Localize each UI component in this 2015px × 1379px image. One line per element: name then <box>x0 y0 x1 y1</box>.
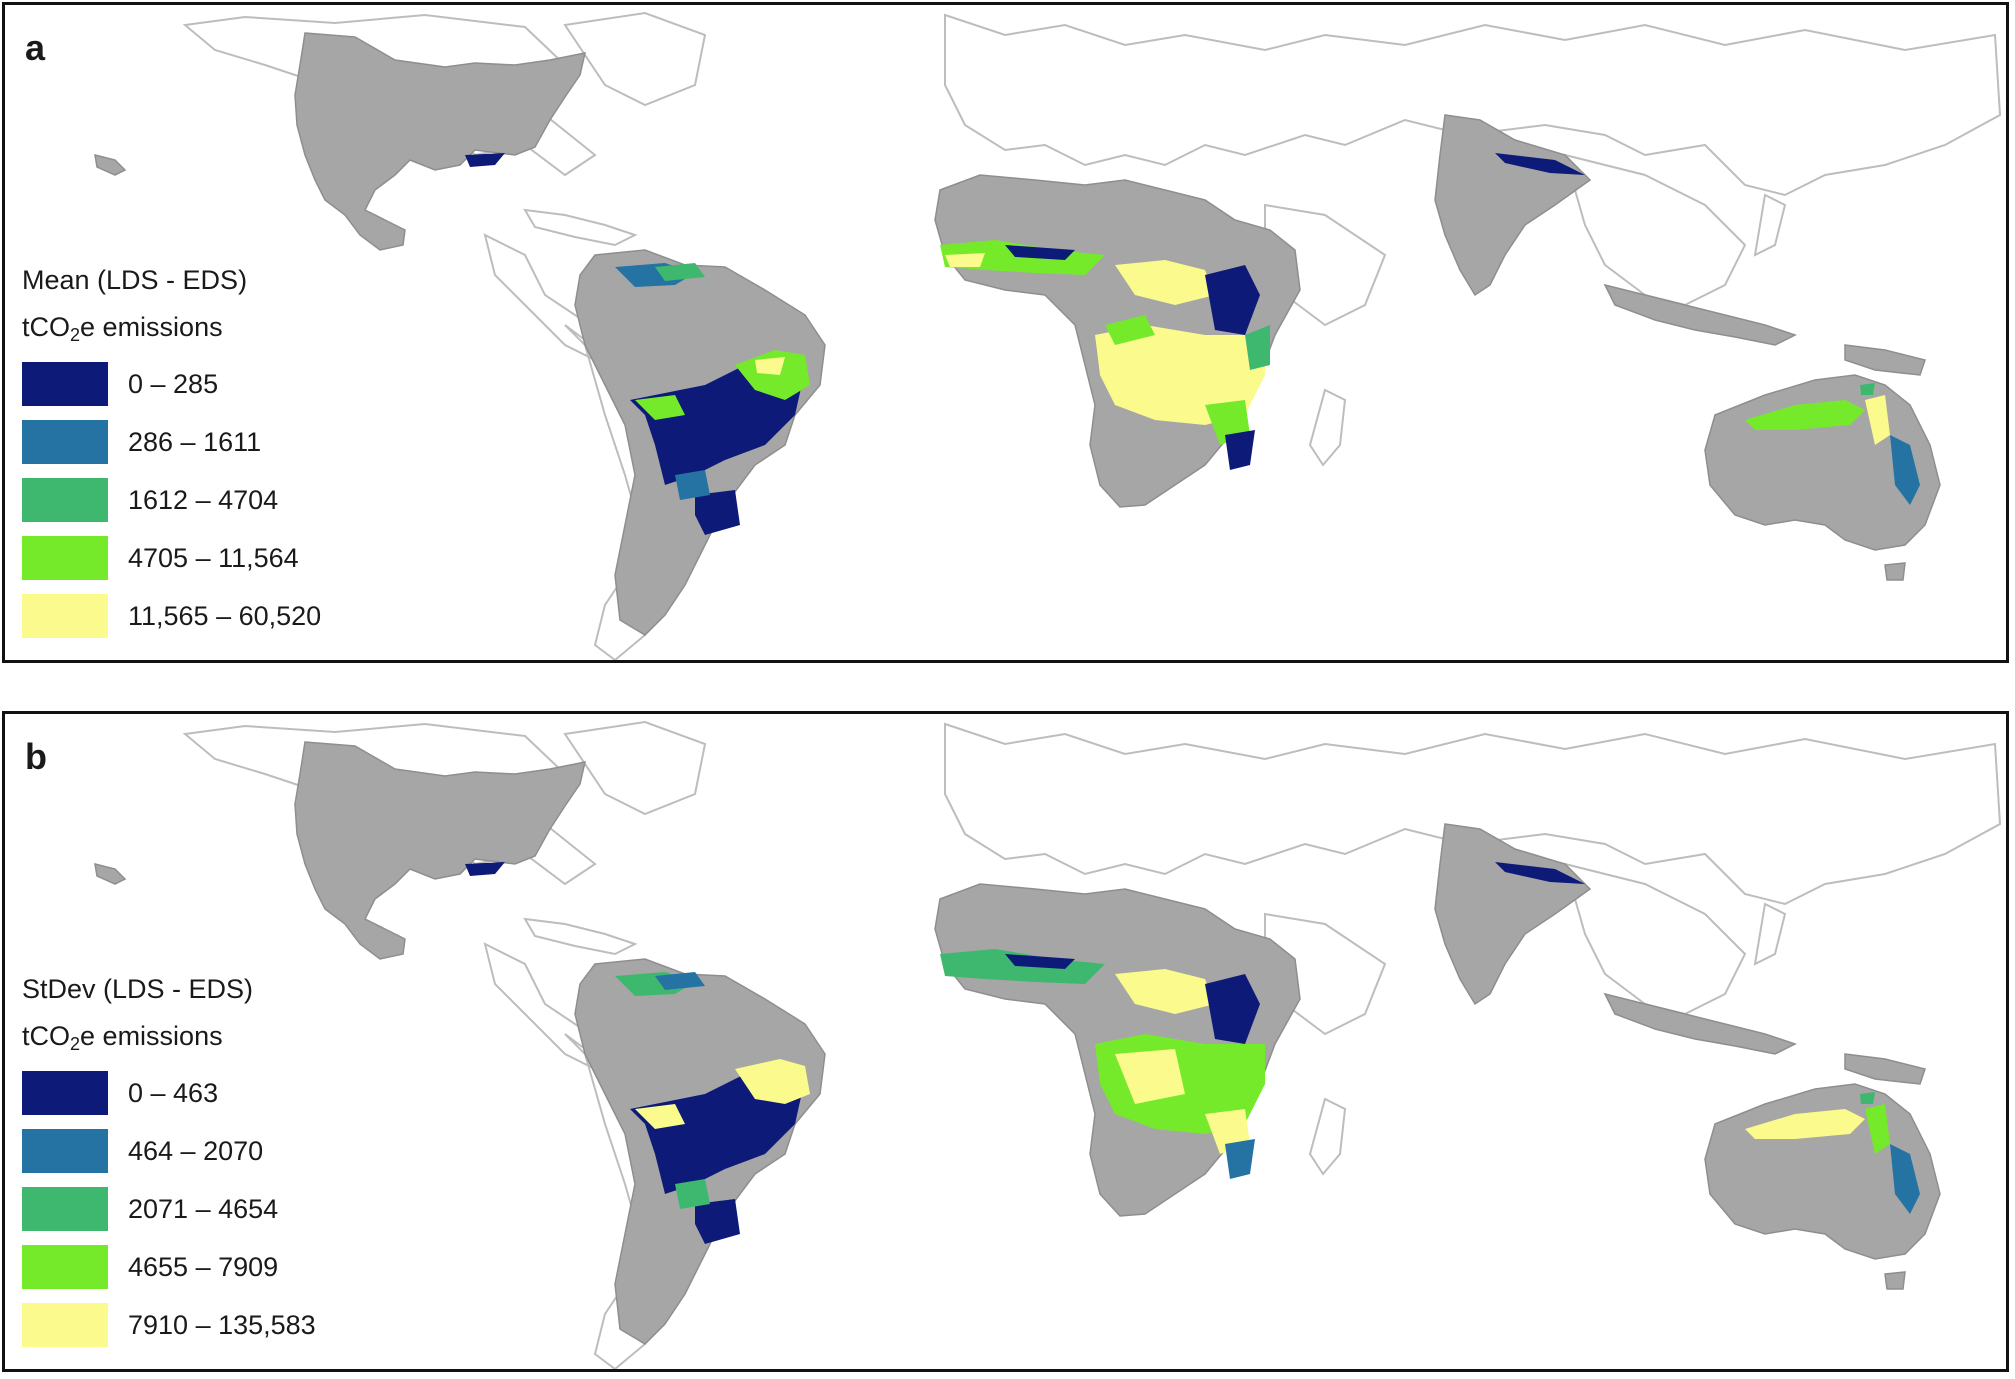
panel-label: b <box>25 736 47 777</box>
legend-label: 11,565 – 60,520 <box>128 600 322 631</box>
legend: Mean (LDS - EDS) tCO2e emissions 0 – 285… <box>22 263 321 652</box>
legend-swatch <box>22 536 108 580</box>
legend-item: 0 – 463 <box>22 1071 316 1115</box>
legend-item: 0 – 285 <box>22 362 321 406</box>
legend-title: StDev (LDS - EDS) <box>22 974 254 1004</box>
legend-label: 7910 – 135,583 <box>128 1309 316 1340</box>
legend-item: 1612 – 4704 <box>22 478 321 522</box>
legend-swatch <box>22 594 108 638</box>
legend-swatch <box>22 362 108 406</box>
legend-label: 464 – 2070 <box>128 1135 264 1166</box>
study-countries <box>94 32 1941 636</box>
legend-units: tCO2e emissions <box>22 1021 223 1054</box>
legend: StDev (LDS - EDS) tCO2e emissions 0 – 46… <box>22 972 316 1361</box>
legend-item: 286 – 1611 <box>22 420 321 464</box>
legend-swatch <box>22 1245 108 1289</box>
legend-label: 0 – 463 <box>128 1077 219 1108</box>
legend-item: 464 – 2070 <box>22 1129 316 1173</box>
legend-item: 2071 – 4654 <box>22 1187 316 1231</box>
legend-swatch <box>22 1303 108 1347</box>
legend-label: 4705 – 11,564 <box>128 542 299 573</box>
legend-item: 4655 – 7909 <box>22 1245 316 1289</box>
map-panel-a: a Mean (LDS - EDS) tCO2e emissions 0 – 2… <box>2 2 2009 663</box>
study-countries <box>94 741 1941 1345</box>
legend-swatch <box>22 1071 108 1115</box>
legend-units: tCO2e emissions <box>22 312 223 345</box>
map-panel-b: b StDev (LDS - EDS) tCO2e emissions 0 – … <box>2 711 2009 1372</box>
legend-swatch <box>22 1187 108 1231</box>
legend-swatch <box>22 420 108 464</box>
panel-label: a <box>25 27 46 68</box>
legend-title: Mean (LDS - EDS) <box>22 265 248 295</box>
legend-item: 7910 – 135,583 <box>22 1303 316 1347</box>
legend-item: 4705 – 11,564 <box>22 536 321 580</box>
legend-label: 4655 – 7909 <box>128 1251 279 1282</box>
legend-item: 11,565 – 60,520 <box>22 594 321 638</box>
legend-label: 0 – 285 <box>128 368 219 399</box>
legend-label: 2071 – 4654 <box>128 1193 279 1224</box>
legend-label: 286 – 1611 <box>128 426 262 457</box>
legend-label: 1612 – 4704 <box>128 484 279 515</box>
legend-swatch <box>22 478 108 522</box>
legend-swatch <box>22 1129 108 1173</box>
